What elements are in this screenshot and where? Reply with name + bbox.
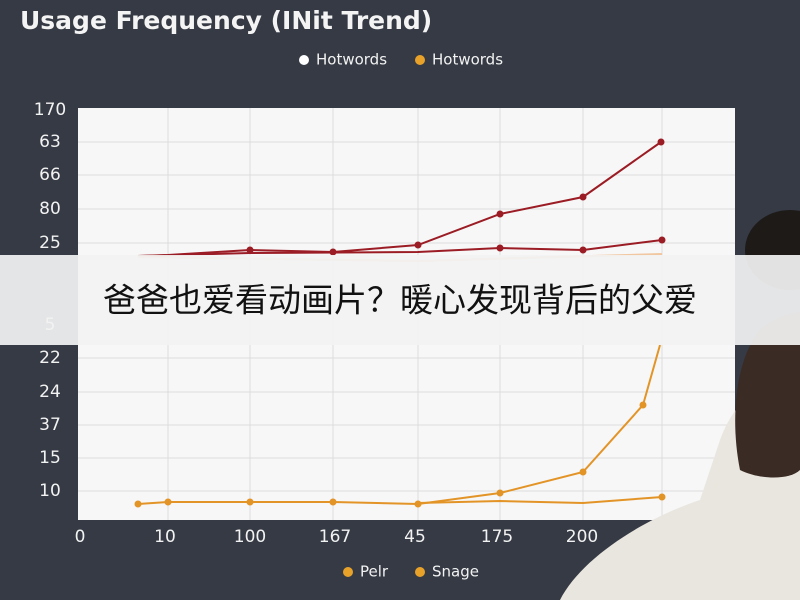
- x-label: 10: [154, 527, 176, 547]
- legend-dot: [415, 55, 425, 65]
- legend-label: Pelr: [360, 563, 389, 581]
- y-label: 25: [39, 233, 61, 253]
- points: [134, 401, 666, 508]
- y-label: 63: [39, 132, 61, 152]
- y-label: 66: [39, 165, 61, 185]
- legend-dot: [343, 567, 353, 577]
- x-label: 45: [404, 527, 426, 547]
- y-label: 24: [39, 382, 61, 402]
- legend-label: Snage: [432, 563, 479, 581]
- legend-label: Hotwords: [432, 51, 503, 69]
- caption-banner: [0, 255, 800, 345]
- y-label: 10: [39, 481, 61, 501]
- title: Usage Frequency (INit Trend): [20, 6, 432, 35]
- caption: 爸爸也爱看动画片？暖心发现背后的父爱: [103, 281, 697, 320]
- y-label: 22: [39, 348, 61, 368]
- y-label: 170: [34, 100, 66, 120]
- x-label: 100: [234, 527, 266, 547]
- x-label: 200: [566, 527, 598, 547]
- x-label: 0: [75, 527, 86, 547]
- y-label: 15: [39, 448, 61, 468]
- legend-dot: [299, 55, 309, 65]
- x-label: 167: [319, 527, 351, 547]
- legend-dot: [415, 567, 425, 577]
- x-labels: 0 10 100 167 45 175 200: [75, 527, 599, 547]
- y-label: 80: [39, 199, 61, 219]
- points: [246, 138, 666, 256]
- legend-label: Hotwords: [316, 51, 387, 69]
- x-label: 175: [481, 527, 513, 547]
- y-label: 37: [39, 415, 61, 435]
